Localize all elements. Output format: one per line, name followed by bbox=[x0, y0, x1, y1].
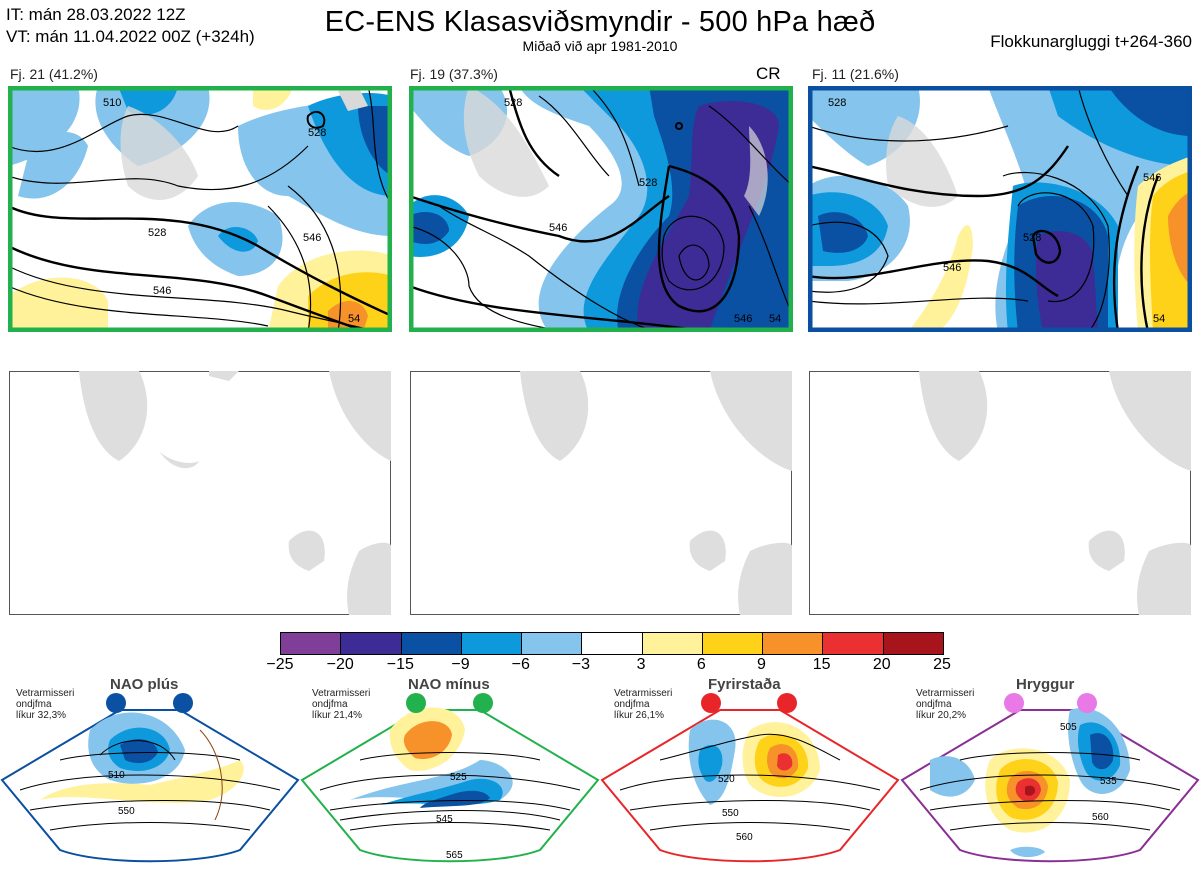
empty-map-2 bbox=[410, 371, 792, 615]
regime-1-contour-label: 510 bbox=[108, 770, 125, 781]
regime-2-dot bbox=[473, 693, 493, 713]
regime-1-name: NAO plús bbox=[110, 676, 179, 693]
colorbar-tick-label: 6 bbox=[696, 656, 706, 673]
cluster-3-frame bbox=[808, 86, 1192, 332]
colorbar-segment bbox=[400, 633, 461, 654]
colorbar-tick-label: 9 bbox=[757, 656, 766, 673]
cluster-2-label: Fj. 19 (37.3%) bbox=[410, 66, 498, 82]
regime-4-contour-label: 505 bbox=[1060, 722, 1077, 733]
regime-1-contour-label: 550 bbox=[118, 806, 135, 817]
colorbar bbox=[280, 632, 944, 655]
cluster-1-contour-label: 546 bbox=[153, 285, 171, 297]
regime-3-contour-label: 550 bbox=[722, 808, 739, 819]
regime-1-map: 510 550 bbox=[0, 709, 300, 863]
regime-2-map: 525 545 565 bbox=[300, 707, 600, 863]
colorbar-segment bbox=[340, 633, 401, 654]
regime-4-contour-label: 535 bbox=[1100, 776, 1117, 787]
it-line: IT: mán 28.03.2022 12Z bbox=[6, 5, 186, 24]
colorbar-segment bbox=[460, 633, 522, 654]
empty-map-3 bbox=[809, 371, 1191, 615]
colorbar-tick-label: 15 bbox=[812, 656, 831, 673]
cluster-1-contour-label: 528 bbox=[308, 127, 326, 139]
colorbar-segment bbox=[281, 633, 341, 654]
regime-2-name: NAO mínus bbox=[408, 676, 490, 693]
colorbar-labels: −25 −20 −15 −9 −6 −3 3 6 9 15 20 25 bbox=[266, 656, 950, 676]
regime-3-contour-label: 520 bbox=[718, 774, 735, 785]
cluster-3-contour-label: 528 bbox=[1023, 232, 1041, 244]
regime-3-contour-label: 560 bbox=[736, 832, 753, 843]
empty-map-1 bbox=[9, 371, 391, 615]
colorbar-tick-label: 20 bbox=[872, 656, 891, 673]
colorbar-segment bbox=[762, 633, 823, 654]
cluster-2-contour-label: 546 bbox=[734, 313, 752, 325]
cluster-1-contour-label: 528 bbox=[148, 227, 166, 239]
regime-4-dot bbox=[1077, 693, 1097, 713]
cluster-3-contour-label: 546 bbox=[943, 262, 961, 274]
regime-4-contour-label: 560 bbox=[1092, 812, 1109, 823]
regime-1-dot bbox=[106, 693, 126, 713]
regime-1-dot bbox=[173, 693, 193, 713]
colorbar-tick-label: −3 bbox=[571, 656, 591, 673]
regime-2-dot bbox=[406, 693, 426, 713]
regime-3-info: Vetrarmisseri ondjfma líkur 26,1% bbox=[614, 688, 673, 721]
cluster-2-contour-label: 54 bbox=[769, 313, 781, 325]
regime-3-map: 520 550 560 bbox=[600, 709, 900, 863]
regime-3-dot bbox=[777, 693, 797, 713]
regime-2-contour-label: 565 bbox=[446, 850, 463, 861]
header-info: IT: mán 28.03.2022 12Z VT: mán 11.04.202… bbox=[6, 4, 255, 48]
colorbar-segment bbox=[521, 633, 582, 654]
regime-2-info: Vetrarmisseri ondjfma líkur 21,4% bbox=[312, 688, 371, 721]
cluster-1-contour-label: 546 bbox=[303, 232, 321, 244]
regime-3-dot bbox=[701, 693, 721, 713]
regime-1-info: Vetrarmisseri ondjfma líkur 32,3% bbox=[16, 688, 75, 721]
regime-4-dot bbox=[1004, 693, 1024, 713]
cluster-3-contour-label: 528 bbox=[828, 97, 846, 109]
colorbar-tick-label: 3 bbox=[636, 656, 646, 673]
colorbar-tick-label: −15 bbox=[386, 656, 414, 673]
cluster-1-label: Fj. 21 (41.2%) bbox=[10, 66, 98, 82]
page-title: EC-ENS Klasasviðsmyndir - 500 hPa hæð bbox=[324, 6, 876, 38]
colorbar-tick-label: −20 bbox=[326, 656, 354, 673]
colorbar-segment bbox=[822, 633, 883, 654]
colorbar-tick-label: −25 bbox=[266, 656, 294, 673]
window-label: Flokkunargluggi t+264-360 bbox=[990, 32, 1192, 51]
colorbar-segment bbox=[581, 633, 642, 654]
cluster-1-map: 510 528 528 546 546 54 bbox=[8, 86, 392, 332]
vt-line: VT: mán 11.04.2022 00Z (+324h) bbox=[6, 27, 255, 46]
cluster-2-map: 528 546 528 546 54 bbox=[409, 86, 793, 332]
cluster-3-label: Fj. 11 (21.6%) bbox=[812, 66, 899, 82]
cluster-2-contour-label: 528 bbox=[639, 177, 657, 189]
cluster-3-contour-label: 54 bbox=[1153, 313, 1165, 325]
regime-4-info: Vetrarmisseri ondjfma líkur 20,2% bbox=[916, 688, 975, 721]
page-subtitle: Miðað við apr 1981-2010 bbox=[522, 38, 678, 54]
cluster-2-tag: CR bbox=[756, 64, 781, 83]
regime-2-contour-label: 525 bbox=[450, 772, 467, 783]
colorbar-tick-label: −9 bbox=[451, 656, 470, 673]
colorbar-segment bbox=[882, 633, 943, 654]
colorbar-tick-label: 25 bbox=[933, 656, 951, 673]
colorbar-segment bbox=[641, 633, 702, 654]
cluster-3-map: 528 528 546 546 54 bbox=[808, 86, 1192, 332]
regime-3-name: Fyrirstaða bbox=[708, 676, 781, 693]
cluster-2-contour-label: 528 bbox=[504, 97, 522, 109]
cluster-1-contour-label: 54 bbox=[348, 313, 360, 325]
cluster-1-frame bbox=[8, 86, 392, 332]
colorbar-segment bbox=[701, 633, 763, 654]
cluster-3-contour-label: 546 bbox=[1143, 172, 1161, 184]
cluster-2-frame bbox=[409, 86, 793, 332]
regime-4-name: Hryggur bbox=[1016, 676, 1075, 693]
regime-2-contour-label: 545 bbox=[436, 814, 453, 825]
cluster-1-contour-label: 510 bbox=[103, 97, 121, 109]
cluster-2-contour-label: 546 bbox=[549, 222, 567, 234]
colorbar-tick-label: −6 bbox=[511, 656, 530, 673]
regime-4-map: 505 535 560 bbox=[900, 708, 1200, 863]
